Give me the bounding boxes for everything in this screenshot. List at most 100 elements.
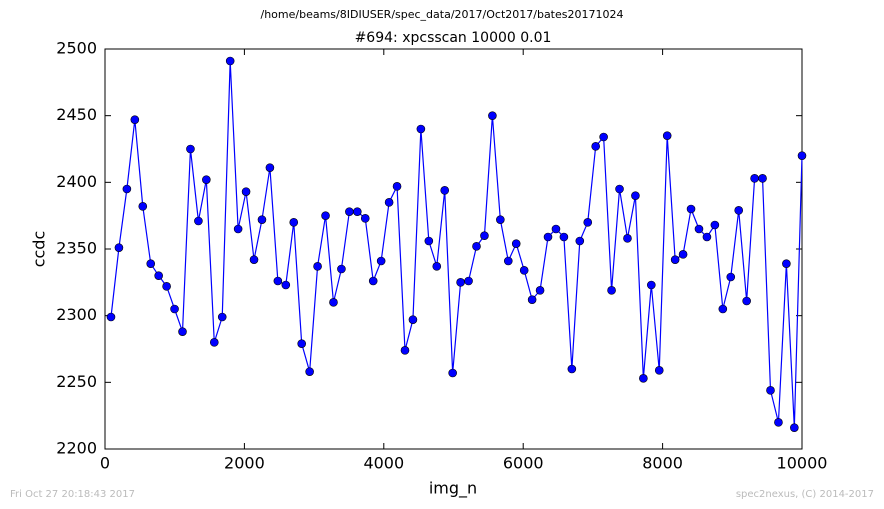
data-point — [114, 243, 124, 252]
data-point — [360, 214, 370, 223]
data-point — [519, 266, 529, 275]
data-point — [623, 234, 632, 243]
y-tick-label: 2250 — [56, 372, 97, 391]
data-point — [313, 262, 322, 271]
data-point — [615, 184, 624, 194]
data-point — [631, 191, 640, 200]
data-point — [376, 256, 386, 266]
y-axis-label: ccdc — [30, 231, 49, 268]
data-point — [702, 232, 712, 242]
data-point — [122, 184, 132, 194]
data-point — [186, 144, 195, 154]
data-point — [607, 286, 616, 295]
data-point — [353, 207, 362, 216]
data-point — [654, 366, 664, 375]
data-point — [718, 304, 728, 314]
data-point — [345, 207, 354, 216]
data-point — [496, 215, 505, 224]
x-axis-label: img_n — [429, 479, 477, 499]
data-point — [424, 236, 434, 246]
data-point — [233, 224, 243, 234]
data-point — [178, 327, 187, 336]
y-tick-label: 2400 — [56, 172, 97, 191]
data-point — [583, 218, 593, 227]
y-tick-label: 2200 — [56, 439, 97, 458]
x-tick-label: 4000 — [363, 454, 404, 473]
data-point — [432, 262, 442, 271]
data-point — [750, 174, 759, 183]
footer-date: Fri Oct 27 20:18:43 2017 — [10, 489, 135, 500]
data-point — [599, 132, 608, 142]
data-point — [281, 280, 291, 290]
data-point — [694, 224, 704, 234]
y-tick-label: 2450 — [56, 105, 97, 124]
footer-credit: spec2nexus, (C) 2014-2017 — [736, 489, 874, 500]
data-point — [329, 298, 338, 307]
data-point — [202, 175, 211, 184]
data-point — [511, 239, 521, 248]
plot-frame — [104, 48, 803, 450]
data-point — [782, 259, 791, 268]
data-point — [440, 186, 450, 195]
data-point — [472, 242, 481, 251]
data-point — [790, 423, 799, 432]
data-point — [456, 278, 465, 287]
data-point — [265, 163, 275, 172]
data-point — [758, 174, 767, 183]
data-line — [110, 60, 803, 428]
data-point — [503, 256, 513, 266]
data-point — [686, 204, 696, 214]
data-point — [368, 276, 378, 286]
data-point — [551, 224, 561, 234]
data-point — [146, 259, 156, 268]
data-point — [639, 374, 648, 383]
data-point — [416, 124, 426, 134]
data-point — [678, 250, 688, 259]
data-point — [209, 338, 219, 347]
y-tick-label: 2500 — [56, 39, 97, 58]
x-tick-label: 0 — [100, 454, 110, 473]
data-point — [662, 131, 672, 140]
data-point — [289, 218, 299, 227]
x-tick-label: 8000 — [642, 454, 683, 473]
data-point — [559, 232, 569, 242]
data-point — [257, 215, 267, 224]
x-tick-label: 2000 — [224, 454, 265, 473]
data-point — [774, 418, 783, 427]
data-point — [154, 271, 163, 280]
suptitle: /home/beams/8IDIUSER/spec_data/2017/Oct2… — [261, 8, 624, 21]
data-point — [480, 231, 489, 240]
data-point — [384, 198, 394, 207]
data-point — [527, 295, 537, 304]
data-point — [670, 255, 680, 264]
data-point — [400, 346, 410, 355]
data-point — [734, 206, 744, 215]
data-point — [448, 368, 457, 378]
data-point — [797, 151, 807, 160]
data-point — [766, 386, 775, 395]
data-point — [647, 280, 656, 290]
data-point — [170, 304, 179, 314]
data-point — [297, 339, 306, 348]
data-point — [392, 182, 402, 191]
data-point — [488, 111, 497, 120]
y-tick-label: 2350 — [56, 239, 97, 258]
x-tick-label: 10000 — [777, 454, 828, 473]
data-point — [408, 315, 418, 324]
data-point — [575, 236, 585, 246]
data-point — [162, 282, 171, 291]
data-point — [273, 276, 283, 286]
data-point — [138, 202, 148, 211]
data-point — [710, 220, 720, 230]
x-tick-label: 6000 — [503, 454, 544, 473]
data-point — [337, 264, 346, 274]
y-tick-label: 2300 — [56, 305, 97, 324]
data-point — [249, 255, 259, 264]
data-point — [305, 367, 314, 376]
chart-title: #694: xpcsscan 10000 0.01 — [355, 30, 552, 46]
data-point — [106, 312, 116, 322]
data-point — [130, 115, 140, 124]
data-point — [591, 142, 600, 151]
